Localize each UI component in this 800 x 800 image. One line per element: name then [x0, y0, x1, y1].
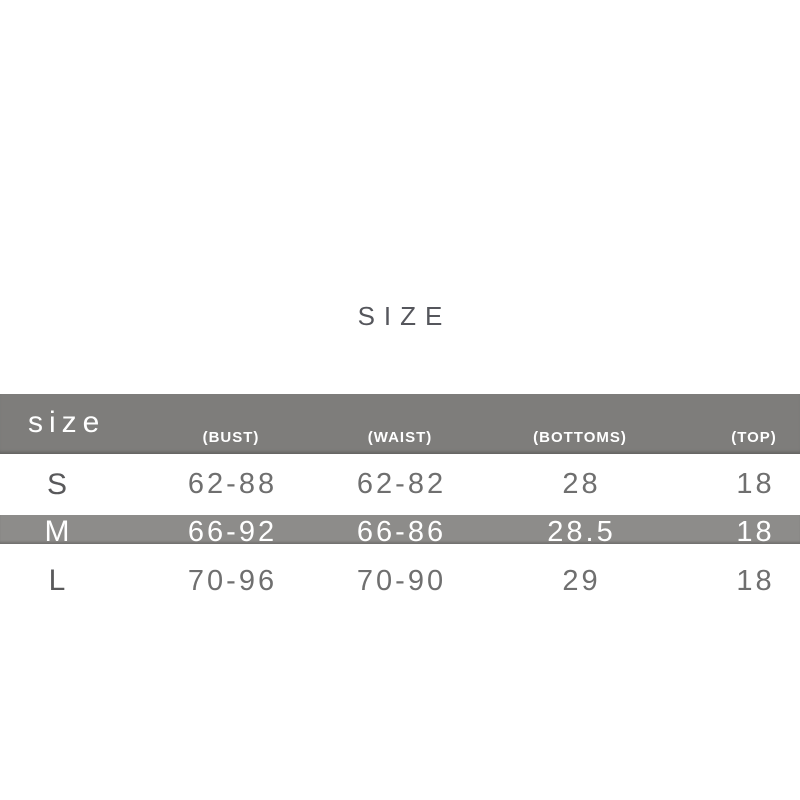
- size-table: size (BUST) (WAIST) (BOTTOMS) (TOP) S 62…: [0, 394, 800, 618]
- cell-waist: 66-86: [356, 515, 447, 548]
- cell-bust: 70-96: [187, 564, 278, 597]
- size-row-s: S 62-88 62-82 28 18: [0, 454, 800, 515]
- header-col-bust: (BUST): [202, 429, 260, 446]
- header-col-top: (TOP): [731, 429, 777, 446]
- cell-bottoms: 29: [562, 564, 601, 597]
- size-table-header-row: size (BUST) (WAIST) (BOTTOMS) (TOP): [0, 394, 800, 454]
- header-col-bottoms: (BOTTOMS): [533, 429, 627, 446]
- size-row-m: M 66-92 66-86 28.5 18: [0, 515, 800, 548]
- cell-bottoms: 28: [562, 468, 601, 500]
- cell-top: 18: [736, 515, 775, 548]
- cell-waist: 62-82: [356, 468, 447, 500]
- header-col-waist: (WAIST): [367, 429, 433, 446]
- cell-size: L: [48, 564, 66, 597]
- size-row-l: L 70-96 70-90 29 18: [0, 544, 800, 618]
- cell-waist: 70-90: [356, 564, 447, 597]
- cell-top: 18: [736, 468, 775, 500]
- cell-bust: 62-88: [187, 468, 278, 500]
- cell-bottoms: 28.5: [547, 515, 616, 548]
- cell-size: S: [46, 467, 67, 501]
- cell-top: 18: [736, 564, 775, 597]
- cell-bust: 66-92: [187, 515, 278, 548]
- header-size-label: size: [28, 406, 106, 439]
- cell-size: M: [44, 515, 70, 548]
- size-chart-title: SIZE: [357, 301, 452, 331]
